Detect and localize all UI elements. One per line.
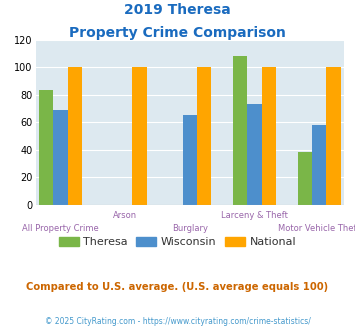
Bar (197, 67, 212, 205)
Legend: Theresa, Wisconsin, National: Theresa, Wisconsin, National (54, 233, 301, 252)
Bar (68, 67, 82, 205)
Bar (312, 125, 326, 205)
Bar (39, 90, 54, 205)
Bar (132, 67, 147, 205)
Bar (183, 115, 197, 205)
Text: © 2025 CityRating.com - https://www.cityrating.com/crime-statistics/: © 2025 CityRating.com - https://www.city… (45, 317, 310, 326)
Bar (233, 56, 247, 205)
Text: Arson: Arson (113, 211, 137, 220)
Text: 2019 Theresa: 2019 Theresa (124, 3, 231, 17)
Text: Compared to U.S. average. (U.S. average equals 100): Compared to U.S. average. (U.S. average … (26, 282, 329, 292)
Text: Property Crime Comparison: Property Crime Comparison (69, 26, 286, 40)
Bar (54, 110, 68, 205)
Text: Motor Vehicle Theft: Motor Vehicle Theft (278, 224, 355, 233)
Text: Burglary: Burglary (172, 224, 208, 233)
Text: Larceny & Theft: Larceny & Theft (221, 211, 288, 220)
Bar (262, 67, 276, 205)
Bar (297, 152, 312, 205)
Bar (247, 104, 262, 205)
Bar (326, 67, 341, 205)
Text: All Property Crime: All Property Crime (22, 224, 99, 233)
